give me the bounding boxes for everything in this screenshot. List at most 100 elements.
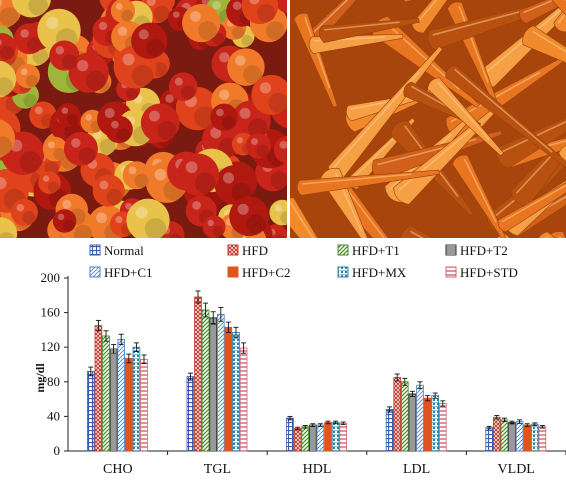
bar bbox=[393, 377, 401, 452]
bar bbox=[316, 424, 325, 452]
error-bar bbox=[126, 353, 132, 364]
bars bbox=[87, 290, 547, 452]
tomato bbox=[245, 133, 271, 159]
x-category-label: VLDL bbox=[498, 462, 535, 477]
tomato bbox=[122, 161, 151, 190]
error-bar bbox=[394, 373, 400, 382]
legend-label: HFD+C2 bbox=[242, 265, 291, 280]
tomato bbox=[105, 115, 133, 144]
legend: Normal HFD HFD+T1 HFD+T2 HFD+C1 HFD+C2 HFD+MX H… bbox=[89, 243, 518, 280]
bar bbox=[500, 419, 509, 452]
tomato bbox=[176, 153, 220, 196]
tomato bbox=[11, 0, 51, 18]
error-bar bbox=[440, 400, 446, 407]
legend-label: HFD+C1 bbox=[104, 265, 153, 280]
error-bar bbox=[333, 420, 339, 425]
bar bbox=[209, 317, 218, 452]
tomato bbox=[241, 0, 279, 25]
bar bbox=[538, 426, 547, 452]
error-bar bbox=[486, 425, 492, 430]
error-bar bbox=[494, 415, 500, 420]
bar bbox=[224, 326, 233, 452]
error-bar bbox=[133, 342, 139, 352]
carrot bbox=[445, 64, 566, 176]
carrot bbox=[319, 18, 420, 43]
error-bar bbox=[402, 377, 408, 386]
error-bar bbox=[517, 419, 523, 424]
bar bbox=[515, 421, 524, 452]
axes: 0 40 80 120 160 200 CHO TGL HDL LDL VLDL bbox=[41, 270, 566, 477]
error-bar bbox=[210, 311, 216, 325]
bar bbox=[293, 428, 302, 452]
carrot-photo bbox=[290, 0, 566, 238]
error-bar bbox=[111, 344, 117, 354]
bar bbox=[125, 358, 133, 452]
tomato-illustration bbox=[0, 0, 287, 238]
y-tick-label: 40 bbox=[47, 408, 60, 423]
bar bbox=[416, 384, 424, 452]
x-category-label: LDL bbox=[403, 462, 430, 477]
error-bar bbox=[417, 381, 423, 390]
error-bar bbox=[218, 306, 224, 322]
tomato bbox=[0, 217, 18, 238]
carrot bbox=[411, 0, 503, 34]
tomato bbox=[227, 48, 265, 86]
tomato bbox=[202, 215, 226, 238]
legend-entry: HFD bbox=[227, 243, 268, 258]
bar bbox=[132, 346, 141, 452]
bar bbox=[331, 422, 340, 452]
error-bar bbox=[539, 425, 545, 429]
bar bbox=[194, 296, 202, 452]
tomato bbox=[131, 22, 168, 59]
y-tick-label: 0 bbox=[54, 443, 61, 458]
legend-entry: HFD+T1 bbox=[337, 243, 400, 258]
bar bbox=[492, 416, 501, 452]
tomato bbox=[63, 131, 98, 166]
error-bar bbox=[103, 330, 109, 342]
bar bbox=[508, 422, 516, 452]
bar bbox=[201, 309, 210, 452]
bar bbox=[400, 381, 409, 452]
bar bbox=[408, 393, 417, 452]
bar bbox=[109, 348, 118, 452]
bar bbox=[385, 409, 394, 452]
carrot bbox=[393, 106, 499, 205]
bar bbox=[423, 397, 432, 452]
error-bar bbox=[325, 420, 331, 425]
error-bar bbox=[432, 392, 438, 399]
tomato bbox=[38, 171, 61, 194]
error-bar bbox=[287, 415, 293, 421]
bar bbox=[94, 325, 103, 452]
tomato bbox=[251, 74, 287, 115]
carrot bbox=[535, 231, 566, 238]
tomato bbox=[15, 63, 40, 89]
error-bar bbox=[295, 426, 301, 431]
bar bbox=[438, 403, 447, 452]
bar bbox=[140, 358, 148, 452]
legend-label: HFD+T2 bbox=[460, 243, 508, 258]
y-tick-label: 160 bbox=[41, 305, 61, 320]
error-bar bbox=[118, 333, 124, 346]
tomato bbox=[273, 135, 287, 164]
bar bbox=[531, 423, 539, 452]
bar bbox=[87, 371, 95, 452]
tomato bbox=[68, 52, 109, 93]
bar bbox=[102, 335, 110, 452]
bar bbox=[324, 422, 332, 452]
legend-label: HFD+STD bbox=[460, 265, 518, 280]
carrot bbox=[427, 77, 505, 157]
tomato bbox=[210, 103, 238, 131]
error-bar bbox=[425, 395, 431, 402]
bar bbox=[117, 339, 126, 452]
carrot bbox=[519, 0, 566, 24]
bar bbox=[216, 313, 225, 452]
carrot bbox=[553, 0, 566, 33]
tomato bbox=[0, 33, 16, 62]
error-bar bbox=[317, 423, 323, 427]
error-bar bbox=[203, 302, 209, 318]
legend-entry: HFD+T2 bbox=[445, 243, 508, 258]
tomato bbox=[229, 196, 269, 237]
tomato bbox=[49, 40, 80, 71]
y-tick-label: 80 bbox=[47, 374, 60, 389]
tomato bbox=[110, 0, 136, 23]
